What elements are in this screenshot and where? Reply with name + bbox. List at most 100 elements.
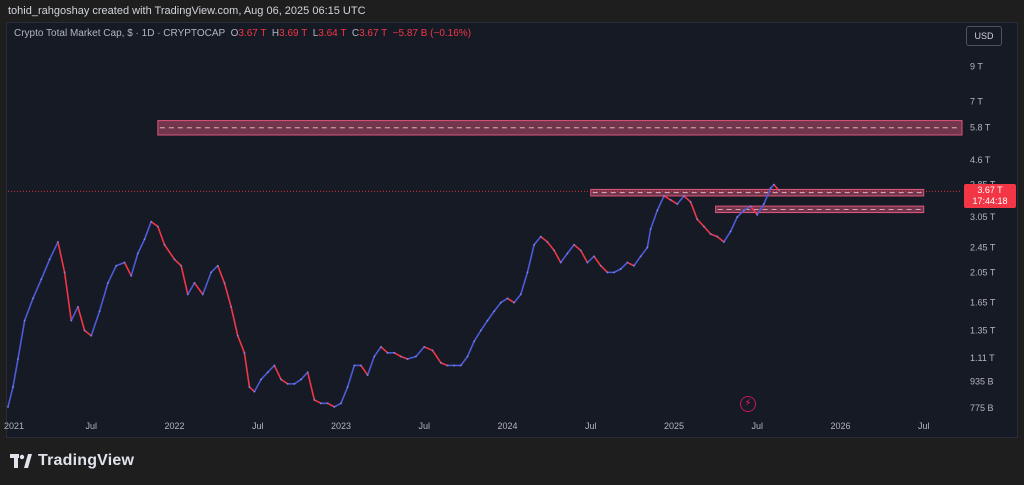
y-tick-label: 1.65 T xyxy=(970,298,996,308)
price-segment xyxy=(473,329,482,343)
price-segment xyxy=(70,306,79,322)
price-point xyxy=(406,358,409,360)
price-segment xyxy=(266,364,276,374)
price-point xyxy=(669,199,672,201)
price-segment xyxy=(613,268,622,274)
price-point xyxy=(236,334,239,337)
price-point xyxy=(599,264,602,267)
price-segment xyxy=(763,187,772,205)
price-point xyxy=(130,274,133,277)
x-tick-label: 2023 xyxy=(331,421,351,431)
price-segment xyxy=(137,238,146,255)
attribution-text: tohid_rahgoshay created with TradingView… xyxy=(8,5,366,17)
price-segment xyxy=(539,235,549,243)
brand[interactable]: TradingView xyxy=(10,452,134,470)
price-segment xyxy=(248,386,256,393)
x-tick-label: Jul xyxy=(85,421,97,431)
price-point xyxy=(210,271,213,274)
close-label: C xyxy=(351,28,360,39)
price-point xyxy=(386,351,389,354)
y-tick-label: 2.05 T xyxy=(970,267,996,277)
price-point xyxy=(280,378,282,381)
price-point xyxy=(559,261,562,264)
x-tick-label: 2022 xyxy=(164,421,184,431)
price-point xyxy=(98,310,101,313)
price-point xyxy=(663,195,665,197)
price-segment xyxy=(260,371,269,381)
zones-layer xyxy=(157,120,963,214)
x-tick-label: 2024 xyxy=(497,421,517,431)
price-point xyxy=(90,334,93,337)
price-segment xyxy=(373,346,382,358)
price-point xyxy=(253,390,256,393)
price-segment xyxy=(393,352,402,358)
price-point xyxy=(723,241,725,243)
price-segment xyxy=(460,355,469,367)
price-segment xyxy=(586,255,595,264)
price-point xyxy=(676,203,679,205)
price-point xyxy=(70,319,73,322)
price-point xyxy=(696,218,699,221)
price-point xyxy=(479,329,482,332)
price-point xyxy=(716,235,719,238)
price-segment xyxy=(506,297,515,304)
chart-frame[interactable] xyxy=(6,22,1018,438)
price-segment xyxy=(676,195,685,205)
price-segment xyxy=(17,319,26,360)
price-point xyxy=(115,264,118,267)
y-tick-label: 935 B xyxy=(970,377,994,387)
brand-name: TradingView xyxy=(38,452,135,469)
price-segment xyxy=(486,310,495,322)
series-layer xyxy=(7,183,780,408)
price-point xyxy=(223,282,226,284)
price-point xyxy=(180,264,183,267)
price-point xyxy=(703,225,705,228)
price-point xyxy=(772,183,775,186)
price-point xyxy=(539,235,542,238)
price-point xyxy=(306,371,309,374)
lightning-icon[interactable]: ⚡ xyxy=(740,396,756,412)
price-point xyxy=(689,201,692,203)
price-point xyxy=(646,246,649,249)
price-segment xyxy=(163,243,176,261)
price-segment xyxy=(553,249,562,264)
x-tick-label: Jul xyxy=(751,421,763,431)
price-point xyxy=(769,187,772,190)
price-point xyxy=(77,305,79,308)
tradingview-logo-icon xyxy=(10,454,32,468)
price-segment xyxy=(633,255,642,267)
price-segment xyxy=(23,297,34,322)
price-segment xyxy=(696,218,705,228)
price-point xyxy=(163,243,166,246)
price-point xyxy=(633,264,635,267)
price-segment xyxy=(280,378,289,385)
price-point xyxy=(7,405,9,408)
price-segment xyxy=(423,346,434,352)
price-segment xyxy=(619,261,629,270)
y-tick-label: 7 T xyxy=(970,96,983,106)
x-tick-label: Jul xyxy=(252,421,264,431)
currency-button[interactable]: USD xyxy=(966,26,1002,46)
price-point xyxy=(63,271,66,274)
change-value: −5.87 B (−0.16%) xyxy=(392,28,472,39)
price-point xyxy=(83,329,86,332)
high-label: H xyxy=(271,28,280,39)
price-segment xyxy=(236,334,246,354)
price-point xyxy=(286,382,289,385)
last-price-badge: 3.67 T 17:44:18 xyxy=(964,184,1016,209)
price-point xyxy=(493,310,496,313)
price-segment xyxy=(130,252,139,277)
price-segment xyxy=(729,216,739,233)
price-point xyxy=(729,230,732,233)
price-segment xyxy=(756,203,765,216)
price-point xyxy=(736,216,739,218)
price-point xyxy=(320,402,322,405)
y-axis: 9 T7 T5.8 T4.6 T3.85 T3.05 T2.45 T2.05 T… xyxy=(970,61,996,412)
price-segment xyxy=(90,310,101,337)
price-point xyxy=(360,364,362,367)
y-tick-label: 5.8 T xyxy=(970,123,991,133)
price-segment xyxy=(639,246,649,258)
price-segment xyxy=(500,297,509,304)
price-segment xyxy=(773,183,780,191)
